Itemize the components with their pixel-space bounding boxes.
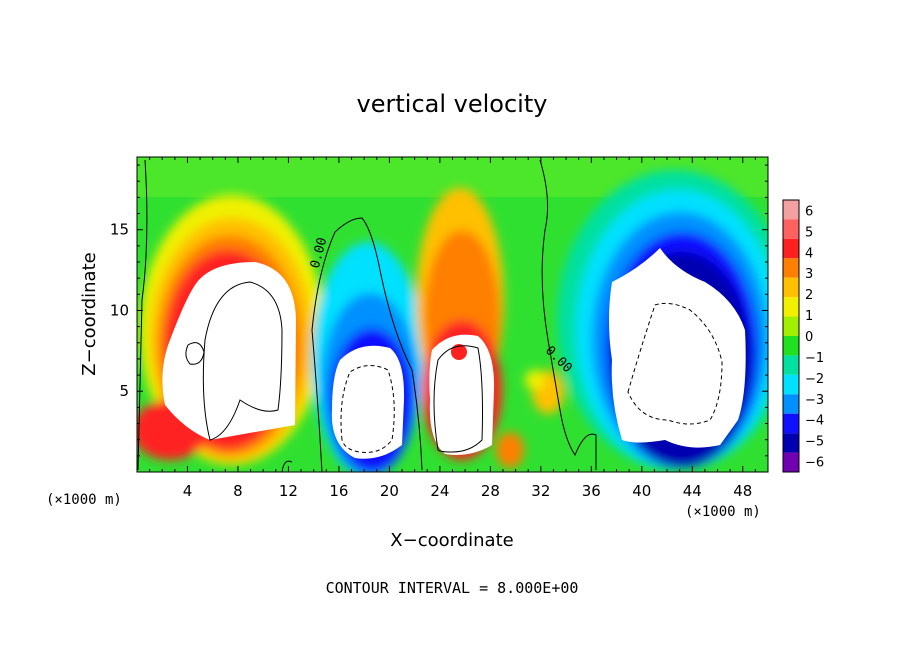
y-ticks: 5 10 15 <box>110 164 768 457</box>
x-tick-label: 20 <box>380 482 399 500</box>
colorbar-swatch <box>783 297 799 317</box>
colorbar-label: 0 <box>805 330 813 345</box>
x-tick-label: 48 <box>733 482 752 500</box>
colorbar-swatch <box>783 200 799 220</box>
colorbar-swatch <box>783 219 799 239</box>
colorbar-swatch <box>783 258 799 278</box>
x-tick-label: 16 <box>329 482 348 500</box>
x-tick-label: 44 <box>683 482 702 500</box>
colorbar-swatch <box>783 394 799 414</box>
x-tick-label: 12 <box>279 482 298 500</box>
colorbar-swatch <box>783 413 799 434</box>
x-unit-left: (×1000 m) <box>46 492 122 508</box>
x-unit-right: (×1000 m) <box>685 504 761 520</box>
colorbar-swatch <box>783 336 799 356</box>
colorbar-swatch <box>783 433 799 453</box>
colorbar-swatch <box>783 277 799 298</box>
colorbar-label: 2 <box>805 288 813 303</box>
colorbar: 6 5 4 3 2 1 0 −1 −2 −3 −4 −5 −6 <box>782 199 824 473</box>
colorbar-swatch <box>783 452 799 472</box>
x-tick-label: 4 <box>183 482 193 500</box>
x-tick-label: 8 <box>233 482 243 500</box>
colorbar-label: 4 <box>805 246 813 261</box>
colorbar-frame <box>782 199 800 473</box>
y-axis-label: Z−coordinate <box>79 252 100 375</box>
x-tick-label: 32 <box>531 482 550 500</box>
colorbar-label: 3 <box>805 267 813 282</box>
y-tick-label: 15 <box>110 221 129 239</box>
y-tick-label: 5 <box>119 382 129 400</box>
chart-title: vertical velocity <box>357 90 548 118</box>
contour-interval-note: CONTOUR INTERVAL = 8.000E+00 <box>326 579 579 597</box>
x-tick-label: 36 <box>582 482 601 500</box>
colorbar-label: 6 <box>805 204 813 219</box>
colorbar-label: −1 <box>805 351 824 366</box>
x-axis-label: X−coordinate <box>390 530 513 551</box>
heatmap-field <box>137 157 768 472</box>
colorbar-label: −6 <box>805 456 824 471</box>
x-tick-label: 24 <box>430 482 449 500</box>
y-tick-label: 10 <box>110 301 129 319</box>
colorbar-swatch <box>783 316 799 336</box>
colorbar-label: −3 <box>805 393 824 408</box>
colorbar-label: −4 <box>805 414 824 429</box>
colorbar-label: 5 <box>805 225 813 240</box>
x-tick-label: 40 <box>632 482 651 500</box>
x-ticks: 4 8 12 16 20 24 28 32 36 40 44 48 <box>149 157 756 500</box>
colorbar-swatch <box>783 238 799 259</box>
colorbar-swatch <box>783 355 799 375</box>
colorbar-label: −5 <box>805 435 824 450</box>
colorbar-label: −2 <box>805 372 824 387</box>
colorbar-label: 1 <box>805 309 813 324</box>
x-tick-label: 28 <box>481 482 500 500</box>
colorbar-swatch <box>783 374 799 395</box>
